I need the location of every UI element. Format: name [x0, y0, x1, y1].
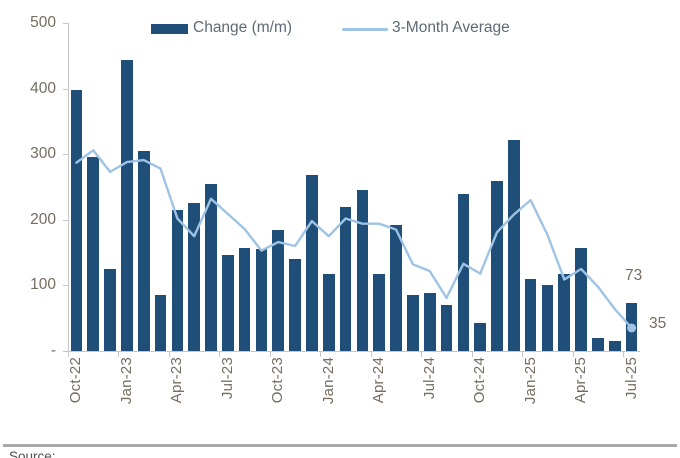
bar-Jan-24	[322, 273, 335, 351]
legend-bar-swatch	[151, 24, 188, 34]
legend-line-label: 3-Month Average	[392, 19, 510, 36]
bar-Feb-23	[137, 150, 150, 351]
bar-Aug-24	[440, 305, 453, 351]
bar-Feb-25	[541, 285, 554, 351]
footer-source-clipped: Source:	[9, 448, 674, 458]
x-tick	[522, 352, 524, 357]
bar-Oct-23	[272, 229, 285, 351]
annotation-last-line-value: 35	[649, 315, 667, 332]
footer-divider	[3, 444, 677, 447]
plot-area	[68, 23, 640, 351]
bar-Apr-25	[575, 248, 587, 351]
bar-Jul-23	[222, 254, 234, 351]
three-month-average-line	[75, 149, 637, 333]
bar-Mar-25	[558, 273, 571, 351]
bar-Apr-24	[373, 274, 386, 351]
x-tick	[370, 352, 372, 357]
bar-Sep-23	[255, 249, 268, 351]
footer-source-text: Source:	[9, 449, 56, 458]
x-tick	[471, 352, 473, 357]
y-axis-line	[68, 23, 69, 352]
x-tick	[421, 352, 423, 357]
y-axis-label-500: 500	[30, 14, 56, 31]
x-axis-label-Jul-24: Jul-24	[420, 357, 438, 400]
y-tick-0	[63, 351, 68, 352]
x-tick	[118, 352, 120, 357]
x-axis-label-Jan-23: Jan-23	[117, 357, 135, 405]
bar-Feb-24	[339, 206, 352, 351]
x-axis-label-Apr-24: Apr-24	[370, 357, 388, 404]
x-tick	[168, 352, 170, 357]
y-tick-200	[63, 219, 68, 221]
x-tick	[68, 352, 69, 357]
bar-Mar-24	[356, 190, 369, 351]
y-axis-label-0: -	[50, 342, 56, 359]
bar-Jan-23	[121, 60, 133, 351]
legend-line-swatch	[342, 28, 388, 31]
bar-Jul-24	[423, 293, 436, 351]
bar-Nov-22	[87, 157, 100, 351]
annotation-last-bar-value: 73	[625, 267, 643, 284]
x-axis-line	[68, 351, 640, 352]
x-tick	[269, 352, 271, 357]
bar-May-25	[592, 337, 604, 351]
x-tick	[320, 352, 322, 357]
y-axis-label-400: 400	[30, 79, 56, 97]
bar-Aug-23	[238, 248, 251, 351]
y-axis-label-200: 200	[30, 210, 56, 228]
x-axis-label-Jul-23: Jul-23	[218, 357, 236, 400]
y-tick-300	[63, 154, 68, 156]
bar-Sep-24	[457, 193, 470, 351]
bar-Jan-25	[524, 278, 537, 351]
bar-May-23	[188, 203, 200, 351]
y-axis-label-100: 100	[30, 276, 56, 294]
y-tick-500	[63, 23, 68, 24]
x-axis-label-Apr-23: Apr-23	[168, 357, 186, 404]
x-axis-label-Jan-24: Jan-24	[319, 357, 337, 405]
bar-Jun-23	[205, 183, 217, 351]
bar-Dec-24	[508, 139, 520, 351]
bar-Jun-25	[608, 341, 621, 351]
x-axis-label-Oct-24: Oct-24	[471, 357, 489, 404]
x-tick	[623, 352, 625, 357]
bar-Oct-24	[474, 322, 486, 351]
bar-Jun-24	[407, 294, 419, 351]
bar-Apr-23	[171, 209, 184, 351]
y-axis-label-300: 300	[30, 145, 56, 163]
bar-Oct-22	[70, 89, 83, 351]
legend-bar-label: Change (m/m)	[193, 19, 293, 36]
bar-May-24	[390, 225, 402, 351]
x-axis-label-Apr-25: Apr-25	[572, 357, 590, 404]
x-axis-label-Jan-25: Jan-25	[521, 357, 539, 405]
x-axis-label-Oct-22: Oct-22	[67, 357, 85, 404]
x-axis-label-Jul-25: Jul-25	[622, 357, 640, 400]
x-axis-label-Oct-23: Oct-23	[269, 357, 287, 404]
x-tick	[572, 352, 574, 357]
bar-Mar-23	[154, 295, 167, 351]
bar-Nov-24	[491, 181, 503, 351]
y-tick-400	[63, 88, 68, 90]
line-end-marker	[627, 323, 637, 333]
y-tick-100	[63, 285, 68, 287]
bar-Dec-22	[104, 269, 116, 351]
bar-Nov-23	[289, 259, 301, 351]
bar-Dec-23	[306, 175, 318, 351]
x-tick	[219, 352, 221, 357]
